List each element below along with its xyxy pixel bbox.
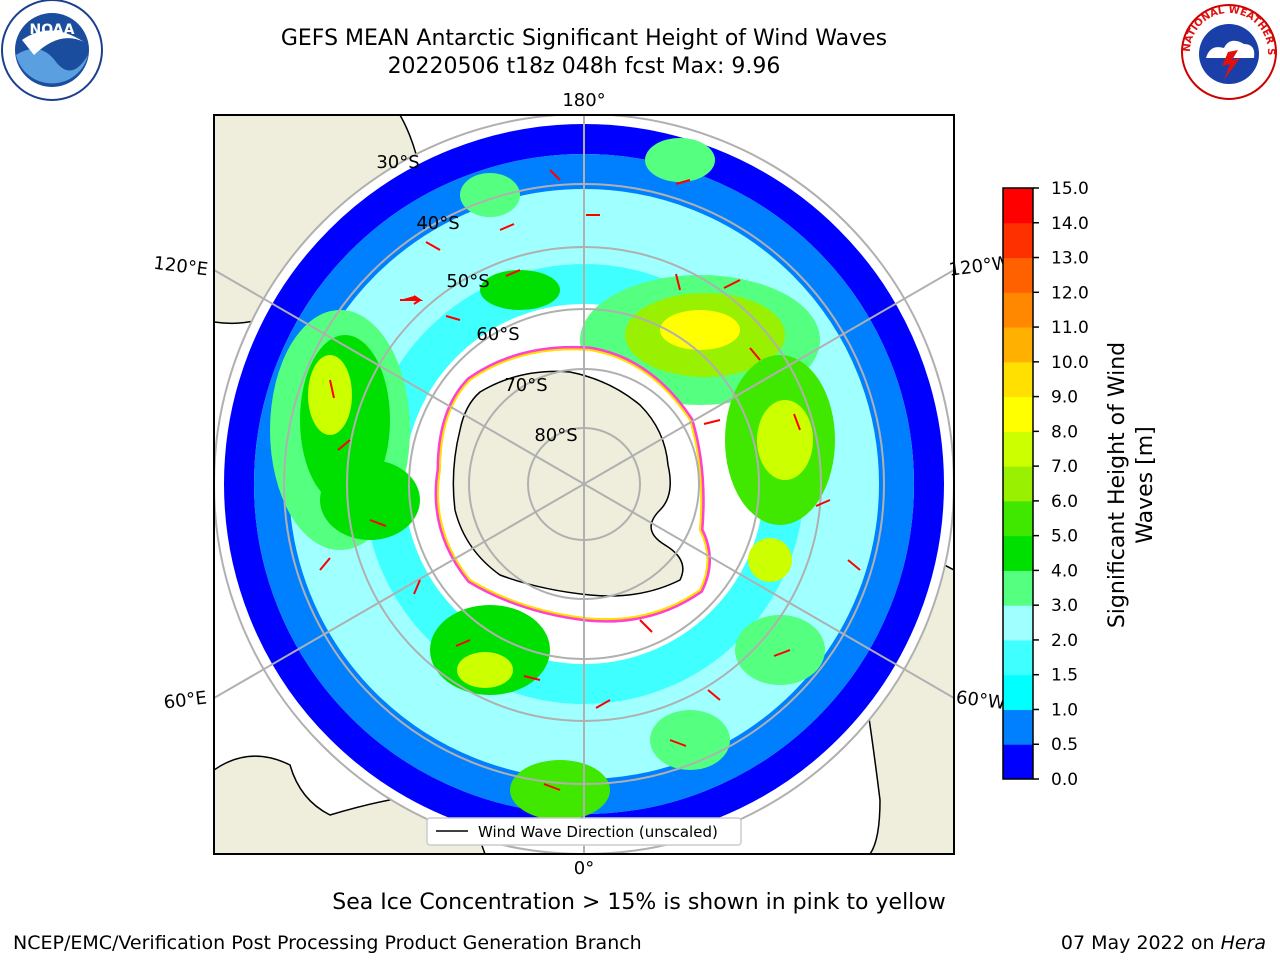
colorbar-cell xyxy=(1003,709,1033,745)
colorbar-tick-label: 6.0 xyxy=(1051,492,1078,512)
wave-arrow xyxy=(319,557,331,571)
lat-label-70s: 70°S xyxy=(504,375,547,396)
nws-logo: NATIONAL WEATHER SERVICE xyxy=(1178,0,1277,100)
wave-arrow xyxy=(337,439,351,451)
wave-arrow xyxy=(445,315,461,321)
colorbar-cell xyxy=(1003,188,1033,224)
colorbar-tick-label: 10.0 xyxy=(1051,353,1089,373)
colorbar-cell xyxy=(1003,361,1033,398)
wave-arrow xyxy=(505,269,521,277)
wave-arrow xyxy=(400,295,424,305)
colorbar-tick-label: 0.0 xyxy=(1051,770,1078,790)
lon-label-0: 0° xyxy=(574,858,594,879)
wave-arrow xyxy=(543,783,561,791)
lon-label-60e: 60°E xyxy=(163,687,209,713)
lat-label-50s: 50°S xyxy=(446,271,489,292)
colorbar-cell xyxy=(1003,222,1033,259)
wave-arrow xyxy=(815,499,831,507)
colorbar-tick-label: 14.0 xyxy=(1051,214,1089,234)
wave-arrow xyxy=(499,223,515,231)
wave-arrow xyxy=(703,419,721,425)
colorbar-label-line1: Significant Height of Wind xyxy=(1105,342,1130,628)
colorbar-cell xyxy=(1003,292,1033,328)
wave-arrow xyxy=(549,169,561,181)
footer-right: 07 May 2022 on Hera xyxy=(1061,932,1266,954)
wave-arrow xyxy=(675,273,681,291)
wave-arrow xyxy=(639,619,653,633)
colorbar-tick-label: 11.0 xyxy=(1051,318,1089,338)
colorbar-tick-label: 5.0 xyxy=(1051,527,1078,547)
colorbar-tick-label: 9.0 xyxy=(1051,388,1078,408)
colorbar-tick-label: 1.5 xyxy=(1051,666,1078,686)
colorbar-cell xyxy=(1003,327,1033,363)
wave-arrow xyxy=(749,347,761,361)
colorbar-cell xyxy=(1003,500,1033,537)
lat-label-80s: 80°S xyxy=(534,425,577,446)
noaa-logo-text: NOAA xyxy=(30,22,75,38)
colorbar-tick-label: 12.0 xyxy=(1051,283,1089,303)
wave-arrow xyxy=(707,689,721,701)
colorbar-tick-label: 7.0 xyxy=(1051,457,1078,477)
colorbar-cell xyxy=(1003,535,1033,571)
lat-label-40s: 40°S xyxy=(416,213,459,234)
wave-arrow xyxy=(329,379,335,399)
colorbar-cell xyxy=(1003,570,1033,606)
colorbar-cell xyxy=(1003,257,1033,293)
colorbar-cell xyxy=(1003,744,1033,780)
footer-date: 07 May 2022 on xyxy=(1060,932,1221,954)
map-legend: Wind Wave Direction (unscaled) xyxy=(426,817,742,846)
colorbar-tick-label: 15.0 xyxy=(1051,179,1089,199)
colorbar-cell xyxy=(1003,639,1033,676)
colorbar-cell xyxy=(1003,396,1033,432)
sea-ice-note: Sea Ice Concentration > 15% is shown in … xyxy=(332,890,946,915)
lon-label-180: 180° xyxy=(562,90,605,111)
colorbar-cell xyxy=(1003,605,1033,641)
colorbar-tick-label: 8.0 xyxy=(1051,422,1078,442)
map-legend-label: Wind Wave Direction (unscaled) xyxy=(478,823,718,841)
colorbar-tick-label: 3.0 xyxy=(1051,596,1078,616)
colorbar-cell xyxy=(1003,431,1033,467)
footer-left: NCEP/EMC/Verification Post Processing Pr… xyxy=(13,932,642,954)
wave-arrow xyxy=(369,519,387,527)
colorbar-tick-label: 4.0 xyxy=(1051,561,1078,581)
wave-arrow xyxy=(523,675,541,681)
noaa-logo: NOAA xyxy=(1,0,103,101)
colorbar-tick-label: 0.5 xyxy=(1051,735,1078,755)
wave-arrow xyxy=(793,413,801,431)
colorbar-label-line2: Waves [m] xyxy=(1133,426,1158,543)
wave-arrow xyxy=(425,241,441,251)
wave-arrow xyxy=(413,579,421,595)
colorbar-cell xyxy=(1003,466,1033,502)
wave-arrow xyxy=(669,739,687,747)
colorbar-tick-label: 1.0 xyxy=(1051,700,1078,720)
wave-arrow xyxy=(455,639,471,647)
wave-arrow xyxy=(595,699,611,709)
colorbar-tick-label: 13.0 xyxy=(1051,249,1089,269)
colorbar-cell xyxy=(1003,674,1033,710)
lat-label-60s: 60°S xyxy=(476,324,519,345)
wave-arrow xyxy=(773,649,791,657)
chart-subtitle: 20220506 t18z 048h fcst Max: 9.96 xyxy=(387,54,781,79)
chart-title: GEFS MEAN Antarctic Significant Height o… xyxy=(280,26,888,51)
wave-arrow xyxy=(675,179,691,185)
colorbar-tick-label: 2.0 xyxy=(1051,631,1078,651)
lat-label-30s: 30°S xyxy=(376,152,419,173)
wave-arrow xyxy=(847,559,861,571)
wave-arrow xyxy=(723,279,741,289)
footer-host: Hera xyxy=(1220,932,1266,954)
